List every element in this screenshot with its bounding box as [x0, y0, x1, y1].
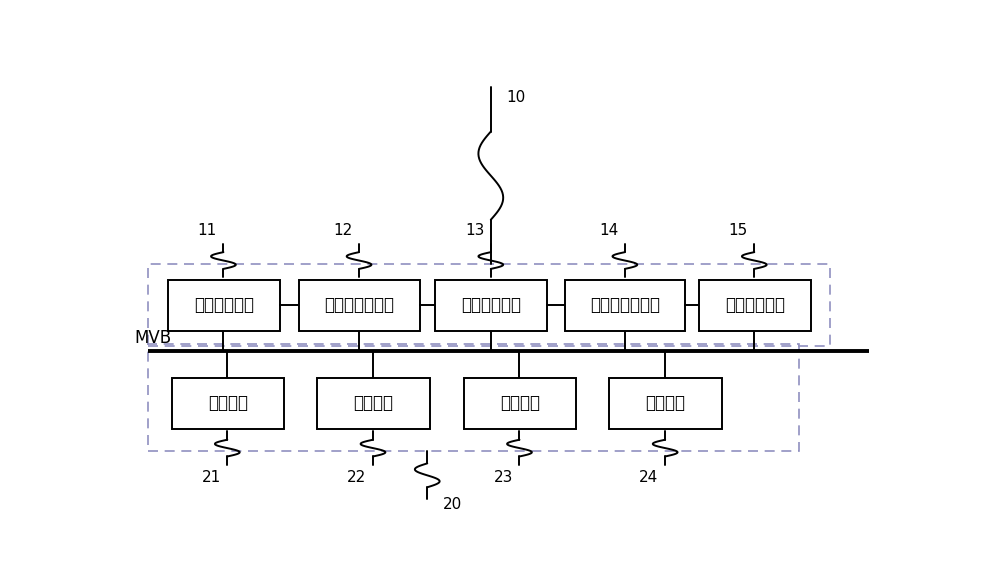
Bar: [148, 345, 799, 451]
Bar: [464, 378, 576, 429]
Bar: [299, 280, 420, 331]
Text: 高压蓄电池单元: 高压蓄电池单元: [324, 296, 394, 314]
Bar: [168, 280, 280, 331]
Text: 21: 21: [201, 470, 221, 485]
Bar: [565, 280, 685, 331]
Text: 采集单元: 采集单元: [646, 394, 686, 412]
Bar: [172, 378, 284, 429]
Bar: [435, 280, 547, 331]
Text: 显示单元: 显示单元: [353, 394, 393, 412]
Text: 高压变流单元: 高压变流单元: [461, 296, 521, 314]
Bar: [148, 264, 830, 346]
Text: 14: 14: [599, 223, 618, 238]
Bar: [317, 378, 430, 429]
Text: 仿真单元: 仿真单元: [208, 394, 248, 412]
Text: 低压蓄电池单元: 低压蓄电池单元: [590, 296, 660, 314]
Text: 22: 22: [347, 470, 366, 485]
Bar: [609, 378, 722, 429]
Text: 11: 11: [198, 223, 217, 238]
Bar: [698, 280, 811, 331]
Text: MVB: MVB: [134, 329, 171, 347]
Text: 12: 12: [333, 223, 352, 238]
Text: 23: 23: [494, 470, 513, 485]
Text: 24: 24: [639, 470, 659, 485]
Text: 15: 15: [728, 223, 748, 238]
Text: 20: 20: [443, 497, 462, 512]
Text: 13: 13: [465, 223, 484, 238]
Text: 低压变流单元: 低压变流单元: [725, 296, 785, 314]
Text: 控制单元: 控制单元: [500, 394, 540, 412]
Text: 牵引变流单元: 牵引变流单元: [194, 296, 254, 314]
Text: 10: 10: [506, 90, 526, 105]
